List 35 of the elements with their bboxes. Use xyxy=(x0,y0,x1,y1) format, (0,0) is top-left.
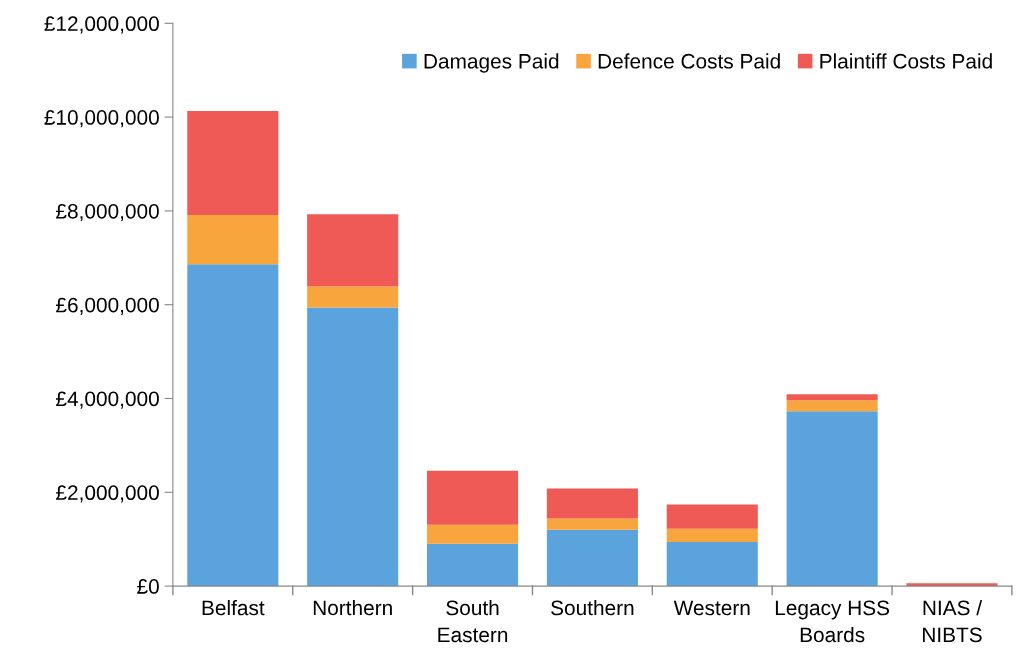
bar xyxy=(786,400,878,412)
x-tick-label: Legacy HSS Boards xyxy=(775,600,890,643)
bar xyxy=(307,214,399,287)
bar xyxy=(307,307,399,587)
x-tick-label: NIAS / NIBTS xyxy=(923,599,983,643)
x-tick-label: Western xyxy=(673,600,750,616)
bar xyxy=(426,470,519,525)
x-tick-label: Belfast xyxy=(202,599,265,616)
bar xyxy=(546,529,638,587)
bar xyxy=(666,542,758,587)
bar xyxy=(307,286,399,308)
y-tick-label: £6,000,000 xyxy=(56,297,159,315)
bar xyxy=(187,264,279,587)
x-tick-label: Northern xyxy=(313,599,392,616)
bar xyxy=(786,394,878,401)
bar xyxy=(426,524,519,544)
x-tick-label: Southern xyxy=(551,599,634,616)
legend-label: Damages Paid xyxy=(424,53,559,73)
bar xyxy=(426,543,519,587)
bar xyxy=(187,111,279,216)
bar xyxy=(187,215,279,265)
y-tick-label: £10,000,000 xyxy=(44,110,159,128)
y-tick-label: £4,000,000 xyxy=(56,391,159,409)
y-tick-label: £12,000,000 xyxy=(44,16,159,34)
bar xyxy=(666,528,758,542)
bar xyxy=(546,488,638,519)
x-tick-label: South Eastern xyxy=(438,599,508,643)
legend-label: Plaintiff Costs Paid xyxy=(820,53,992,69)
bar xyxy=(546,518,638,530)
bar xyxy=(666,504,758,529)
legend-label: Defence Costs Paid xyxy=(598,53,780,69)
y-tick-label: £0 xyxy=(137,579,159,594)
y-tick-label: £8,000,000 xyxy=(56,203,159,222)
y-tick-label: £2,000,000 xyxy=(56,485,159,503)
bar xyxy=(786,411,878,587)
